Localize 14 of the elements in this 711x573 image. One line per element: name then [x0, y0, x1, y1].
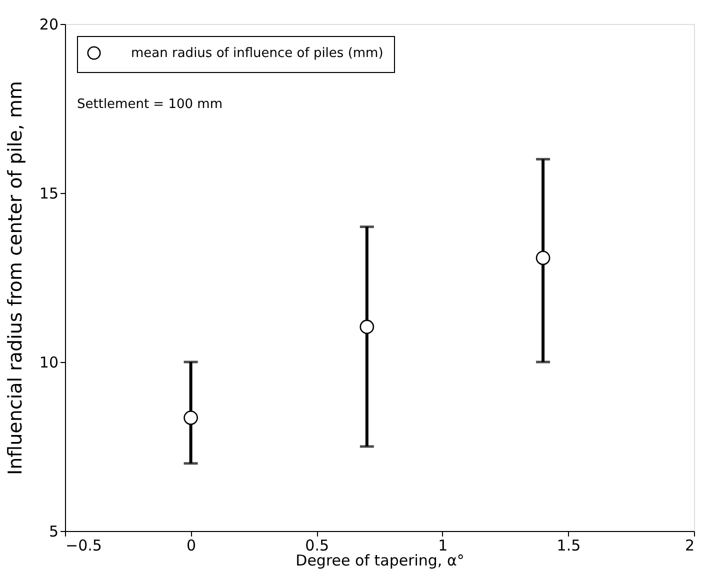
x-tick-label: 1.5 [556, 536, 581, 554]
x-tick-label: −0.5 [66, 536, 102, 554]
legend-label: mean radius of influence of piles (mm) [131, 46, 384, 61]
y-axis-title: Influencial radius from center of pile, mm [4, 80, 26, 476]
x-tick-label: 1 [438, 536, 448, 554]
y-tick-label: 20 [39, 16, 58, 34]
y-tick-label: 5 [48, 522, 58, 540]
y-tick-label: 15 [39, 184, 58, 202]
x-axis-title: Degree of tapering, α° [296, 552, 464, 570]
x-tick-label: 0 [186, 536, 196, 554]
x-tick-label: 2 [684, 536, 694, 554]
x-tick-label: 0.5 [305, 536, 330, 554]
y-tick-label: 10 [39, 354, 58, 372]
annotation: Settlement = 100 mm [77, 97, 222, 112]
